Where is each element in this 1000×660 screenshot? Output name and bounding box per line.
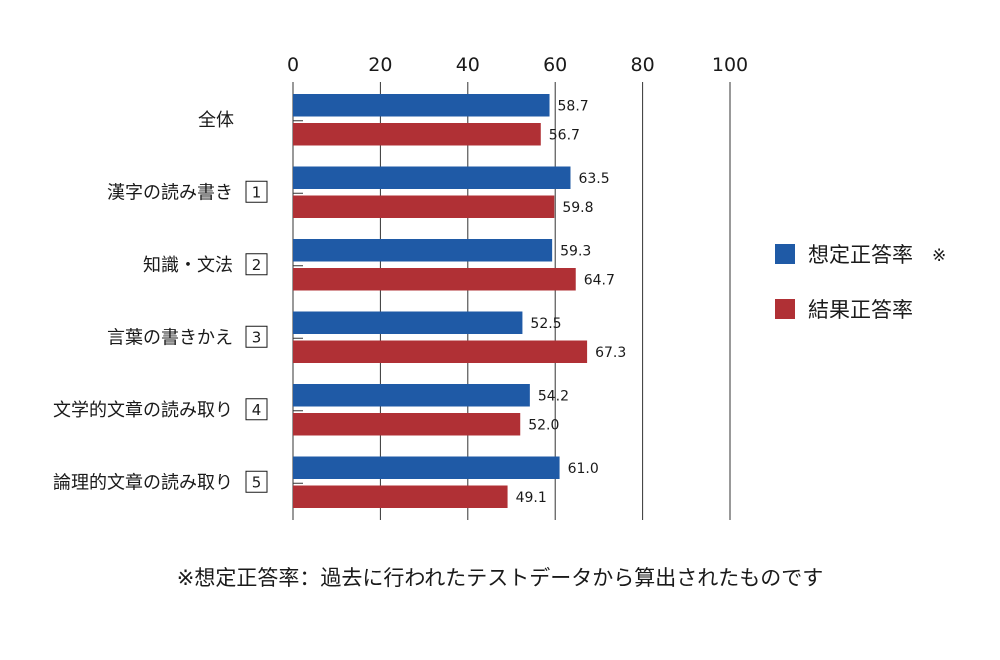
value-label-series1-cat2: 63.5 xyxy=(578,171,609,187)
category-number-box-5 xyxy=(245,398,268,421)
value-label-series1-cat6: 61.0 xyxy=(568,461,599,477)
category-label-4: 言葉の書きかえ xyxy=(107,327,233,348)
value-label-series2-cat3: 64.7 xyxy=(584,272,615,288)
value-label-series1-cat3: 59.3 xyxy=(560,243,591,259)
value-label-series2-cat4: 67.3 xyxy=(595,345,626,361)
value-label-series2-cat6: 49.1 xyxy=(516,490,547,506)
bar-series2-cat2 xyxy=(293,195,555,218)
category-number-box-3 xyxy=(245,253,268,276)
legend-mark-1: ※ xyxy=(932,246,946,266)
category-label-3: 知識・文法 xyxy=(143,255,233,276)
footnote: ※想定正答率：過去に行われたテストデータから算出されたものです xyxy=(177,566,824,590)
legend-swatch-2 xyxy=(775,299,795,319)
bar-series1-cat3 xyxy=(293,239,553,262)
bar-series2-cat5 xyxy=(293,413,521,436)
category-number-5: 4 xyxy=(252,401,262,419)
bar-series2-cat6 xyxy=(293,485,508,508)
grid-lines xyxy=(292,82,731,520)
x-tick-label-0: 0 xyxy=(287,54,299,76)
x-tick-label-80: 80 xyxy=(631,54,655,76)
value-label-series1-cat4: 52.5 xyxy=(530,316,561,332)
value-label-series1-cat5: 54.2 xyxy=(538,388,569,404)
category-number-2: 1 xyxy=(252,183,262,201)
value-label-series1-cat1: 58.7 xyxy=(558,98,589,114)
bar-series2-cat1 xyxy=(293,123,541,146)
bar-series1-cat2 xyxy=(293,166,571,189)
bar-series2-cat4 xyxy=(293,340,588,363)
category-number-4: 3 xyxy=(252,328,262,346)
bar-series1-cat4 xyxy=(293,311,523,334)
category-number-box-4 xyxy=(245,325,268,348)
category-label-6: 論理的文章の読み取り xyxy=(53,472,233,493)
category-number-box-6 xyxy=(245,470,268,493)
bars: 58.7 56.7 63.5 59.8 59.3 64.7 52.5 67.3 54.2 52.0… xyxy=(293,94,626,508)
category-number-6: 5 xyxy=(252,473,262,491)
category-number-3: 2 xyxy=(252,256,262,274)
x-axis-ticks: 0 20 40 60 80 100 xyxy=(287,54,748,76)
value-label-series2-cat2: 59.8 xyxy=(562,200,593,216)
legend: 想定正答率 ※ 結果正答率 xyxy=(775,243,946,322)
x-tick-label-100: 100 xyxy=(712,54,748,76)
bar-series1-cat6 xyxy=(293,456,560,479)
value-label-series2-cat1: 56.7 xyxy=(549,127,580,143)
bar-series1-cat5 xyxy=(293,384,530,407)
category-label-2: 漢字の読み書き xyxy=(107,182,233,203)
category-label-1: 全体 xyxy=(198,110,234,131)
category-label-5: 文学的文章の読み取り xyxy=(53,400,233,421)
category-number-box-2 xyxy=(245,180,268,203)
x-tick-label-60: 60 xyxy=(543,54,567,76)
legend-label-1: 想定正答率 xyxy=(808,243,913,267)
legend-label-2: 結果正答率 xyxy=(808,298,913,322)
bar-series2-cat3 xyxy=(293,268,576,291)
x-tick-label-20: 20 xyxy=(368,54,392,76)
legend-swatch-1 xyxy=(775,244,795,264)
bar-series1-cat1 xyxy=(293,94,550,117)
x-tick-label-40: 40 xyxy=(456,54,480,76)
value-label-series2-cat5: 52.0 xyxy=(528,417,559,433)
